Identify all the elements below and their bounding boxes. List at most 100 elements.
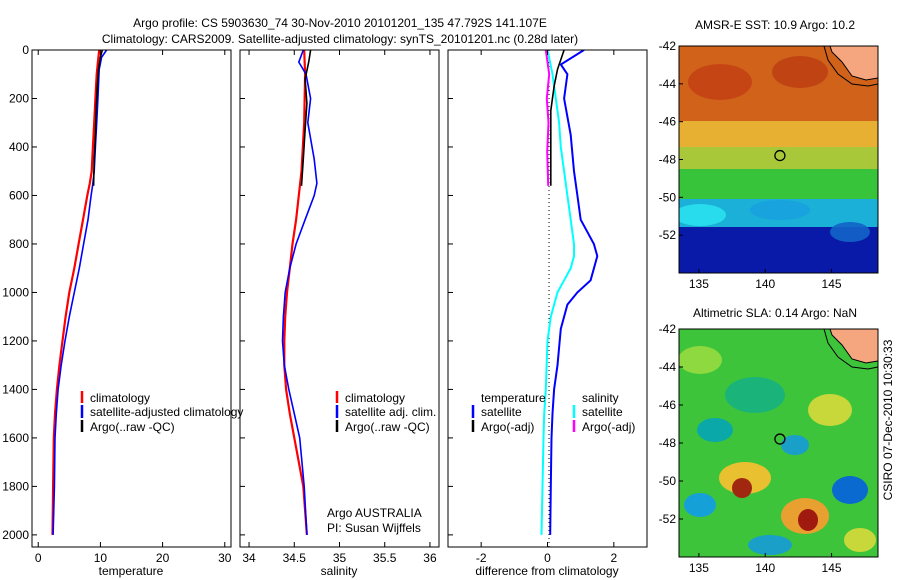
sla-anomaly [719, 462, 771, 494]
legend-entry-salinity-satellite: satellite [582, 405, 623, 419]
sst-warm-patch [688, 64, 752, 100]
temperature-plot-lines [51, 50, 108, 535]
legend-entry-climatology: climatology [345, 391, 405, 405]
lon-tick-label: 140 [755, 561, 775, 575]
lat-tick-label: -50 [659, 190, 677, 204]
x-tick-label: 2 [610, 551, 617, 565]
diff-salinity-satellite-line [540, 50, 575, 535]
diff-temperature-satellite-line [549, 50, 599, 535]
sst-cold-patch [830, 222, 870, 242]
sst-band-green [679, 169, 878, 199]
sla-heatmap [679, 329, 878, 557]
x-tick-label: 36 [423, 551, 437, 565]
tasmania-land [829, 329, 878, 364]
lat-tick-label: -52 [659, 228, 677, 242]
lon-tick-label: 145 [822, 277, 842, 291]
sla-map-title: Altimetric SLA: 0.14 Argo: NaN [693, 306, 857, 320]
sst-warm-patch [772, 56, 828, 88]
salinity-x-label: salinity [321, 564, 358, 578]
lon-tick-label: 140 [755, 277, 775, 291]
temperature-argo-line [92, 50, 104, 186]
y-tick-label: 1200 [2, 334, 29, 348]
diff-temperature-argo-line [549, 50, 565, 186]
sla-anomaly [748, 535, 792, 555]
sla-anomaly [679, 346, 722, 374]
legend-entry-satellite: satellite adj. clim. [345, 405, 436, 419]
temperature-climatology-line [51, 50, 101, 535]
x-tick-label: 10 [94, 551, 108, 565]
lat-tick-label: -46 [659, 115, 677, 129]
lon-tick-label: 135 [689, 277, 709, 291]
salinity-climatology-line [283, 50, 308, 535]
x-tick-label: 34.5 [283, 551, 307, 565]
difference-panel: -2 0 2 difference from climatology tempera… [447, 49, 648, 578]
legend-entry-satellite: satellite-adjusted climatology [90, 405, 243, 419]
sst-heatmap [679, 46, 878, 273]
lat-tick-label: -50 [659, 474, 677, 488]
legend-entry-argo: Argo(..raw -QC) [90, 420, 175, 434]
difference-legend: temperature satellite Argo(-adj) salinit… [471, 391, 635, 434]
pi-annotation: PI: Susan Wijffels [327, 521, 421, 535]
sst-band-yellowgreen [679, 147, 878, 169]
x-tick-label: 35.5 [373, 551, 397, 565]
y-tick-label: 1400 [2, 382, 29, 396]
lat-tick-label: -42 [659, 322, 677, 336]
sla-anomaly [732, 478, 752, 498]
legend-heading-temperature: temperature [481, 391, 546, 405]
lat-tick-label: -48 [659, 436, 677, 450]
legend-entry-climatology: climatology [90, 391, 150, 405]
sst-cold-patch [750, 200, 810, 220]
sst-map-panel: AMSR-E SST: 10.9 Argo: 10.2 -42 -44 -46 -48… [659, 18, 879, 291]
y-tick-label: 2000 [2, 528, 29, 542]
x-tick-label: 35 [333, 551, 347, 565]
y-tick-label: 600 [9, 188, 29, 202]
y-tick-label: 1600 [2, 431, 29, 445]
legend-entry-temperature-argo: Argo(-adj) [481, 420, 534, 434]
lat-tick-label: -44 [659, 77, 677, 91]
sla-map-panel: Altimetric SLA: 0.14 Argo: NaN -42 -44 -46… [659, 306, 879, 575]
temperature-x-ticks: 0 10 20 30 [35, 50, 232, 565]
sst-lat-ticks: -42 -44 -46 -48 -50 -52 [659, 39, 683, 242]
legend-entry-salinity-argo: Argo(-adj) [582, 420, 635, 434]
sla-anomaly [781, 435, 809, 455]
temperature-axes-frame [31, 49, 232, 548]
temperature-x-label: temperature [99, 564, 164, 578]
salinity-axes-frame [239, 49, 440, 548]
lat-tick-label: -52 [659, 512, 677, 526]
salinity-legend: climatology satellite adj. clim. Argo(..… [335, 391, 436, 434]
y-tick-label: 800 [9, 237, 29, 251]
temperature-panel: 0 200 400 600 800 1000 1200 1400 1600 1800 2000 0 1… [2, 43, 243, 578]
salinity-satellite-line [281, 50, 318, 535]
diff-salinity-argo-line [544, 50, 551, 186]
y-tick-label: 1000 [2, 285, 29, 299]
y-tick-label: 200 [9, 91, 29, 105]
title-line-2: Climatology: CARS2009. Satellite-adjuste… [102, 32, 578, 46]
x-tick-label: 0 [544, 551, 551, 565]
sla-anomaly [808, 394, 852, 426]
credit-timestamp: CSIRO 07-Dec-2010 10:30:33 [881, 339, 895, 500]
salinity-argo-line [300, 50, 312, 186]
x-tick-label: 20 [156, 551, 170, 565]
sla-anomaly [725, 377, 785, 413]
argo-australia-annotation: Argo AUSTRALIA [327, 506, 422, 520]
lon-tick-label: 135 [689, 561, 709, 575]
x-tick-label: -2 [476, 551, 487, 565]
y-tick-label: 0 [22, 43, 29, 57]
temperature-satellite-line [52, 50, 108, 535]
temperature-legend: climatology satellite-adjusted climatolo… [80, 391, 243, 434]
salinity-x-ticks: 34 34.5 35 35.5 36 [240, 49, 437, 565]
tasmania-land [829, 46, 878, 81]
sla-anomaly [684, 493, 716, 517]
argo-float-marker [774, 433, 786, 445]
lat-tick-label: -48 [659, 153, 677, 167]
argo-float-marker [774, 149, 786, 162]
sla-lon-ticks: 135 140 145 [689, 553, 842, 575]
sla-anomaly [832, 476, 868, 504]
sla-anomaly [697, 418, 733, 442]
sla-anomaly [844, 528, 876, 552]
legend-entry-temperature-satellite: satellite [481, 405, 522, 419]
lat-tick-label: -44 [659, 360, 677, 374]
y-tick-label: 400 [9, 140, 29, 154]
sst-lon-ticks: 135 140 145 [689, 269, 842, 291]
